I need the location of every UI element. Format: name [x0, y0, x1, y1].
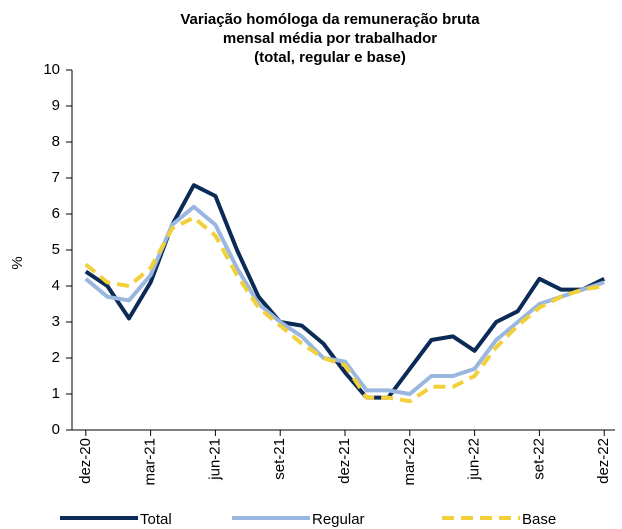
x-tick-label: set-21 [271, 438, 288, 480]
y-tick-label: 10 [43, 61, 60, 78]
series-line [84, 204, 605, 396]
y-tick-label: 6 [52, 205, 60, 222]
chart-title: (total, regular e base) [254, 49, 406, 66]
y-tick-label: 7 [52, 169, 60, 186]
y-axis-label: % [9, 256, 26, 269]
y-tick-label: 3 [52, 313, 60, 330]
legend-label: Regular [312, 511, 365, 528]
y-tick-label: 9 [52, 97, 60, 114]
x-tick-label: jun-22 [466, 438, 483, 481]
legend-label: Base [522, 511, 556, 528]
legend-label: Total [140, 511, 172, 528]
y-tick-label: 1 [52, 385, 60, 402]
chart-title: mensal média por trabalhador [223, 30, 437, 47]
chart-title: Variação homóloga da remuneração bruta [180, 11, 480, 28]
x-tick-label: dez-21 [336, 438, 353, 484]
y-tick-label: 2 [52, 349, 60, 366]
x-tick-label: jun-21 [206, 438, 223, 481]
x-tick-label: set-22 [530, 438, 547, 480]
x-tick-label: mar-21 [142, 438, 159, 486]
y-tick-label: 4 [52, 277, 60, 294]
x-tick-label: dez-22 [595, 438, 612, 484]
y-tick-label: 5 [52, 241, 60, 258]
x-tick-label: mar-22 [401, 438, 418, 486]
series-line [84, 215, 605, 404]
x-tick-label: dez-20 [77, 438, 94, 484]
y-tick-label: 0 [52, 421, 60, 438]
y-tick-label: 8 [52, 133, 60, 150]
